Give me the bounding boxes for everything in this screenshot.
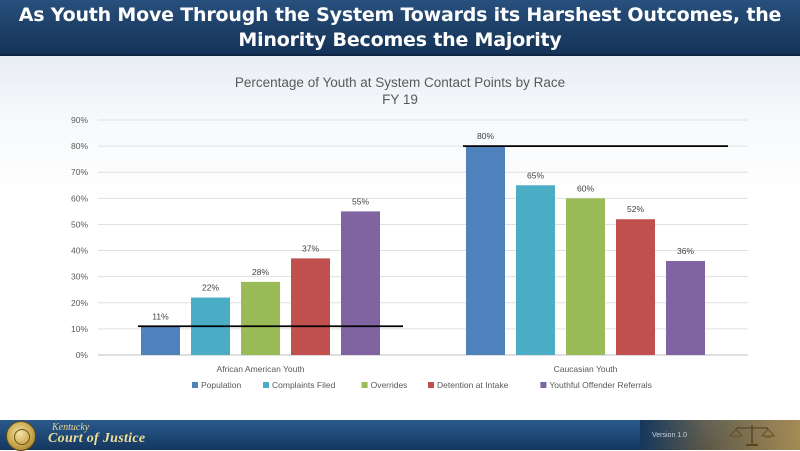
scales-of-justice-icon [729, 425, 775, 446]
bar [141, 326, 180, 355]
footer-bar: Kentucky Court of Justice Version 1.0 [0, 420, 800, 451]
data-label: 22% [202, 283, 219, 293]
chart-title: Percentage of Youth at System Contact Po… [235, 75, 565, 90]
bar [666, 261, 705, 355]
data-label: 55% [352, 196, 369, 206]
legend-swatch [540, 382, 547, 388]
y-tick-label: 50% [71, 219, 88, 229]
data-label: 11% [152, 311, 169, 321]
y-tick-label: 40% [71, 246, 88, 256]
y-tick-label: 20% [71, 298, 88, 308]
bar [341, 211, 380, 355]
brand-state: Kentucky [52, 422, 90, 433]
seal-icon [6, 421, 36, 451]
y-tick-label: 30% [71, 272, 88, 282]
bar [241, 281, 280, 355]
legend-swatch [192, 382, 198, 388]
bar [466, 146, 505, 355]
y-tick-label: 0% [76, 350, 89, 360]
version-label: Version 1.0 [652, 432, 688, 439]
brand-name: Court of Justice [48, 431, 146, 446]
chart-subtitle: FY 19 [382, 92, 418, 107]
legend-label: Overrides [371, 380, 408, 390]
bar [291, 258, 330, 355]
data-label: 52% [627, 204, 644, 214]
chart: Percentage of Youth at System Contact Po… [71, 75, 748, 390]
y-tick-label: 10% [71, 324, 88, 334]
x-category-label: African American Youth [217, 364, 305, 374]
y-tick-label: 60% [71, 193, 88, 203]
data-label: 28% [252, 267, 269, 277]
y-tick-label: 70% [71, 167, 88, 177]
y-tick-label: 90% [71, 115, 88, 125]
bar [516, 185, 555, 355]
legend-label: Population [201, 380, 241, 390]
bar [566, 198, 605, 355]
data-label: 36% [677, 246, 694, 256]
chart-area: Percentage of Youth at System Contact Po… [0, 56, 800, 420]
slide-title: As Youth Move Through the System Towards… [18, 4, 782, 51]
data-label: 65% [527, 170, 544, 180]
legend-label: Youthful Offender Referrals [549, 380, 652, 390]
data-label: 60% [577, 183, 594, 193]
slide-header: As Youth Move Through the System Towards… [0, 0, 800, 56]
data-label: 37% [302, 243, 319, 253]
y-tick-label: 80% [71, 141, 88, 151]
legend-label: Complaints Filed [272, 380, 336, 390]
legend-swatch [263, 382, 269, 388]
x-category-label: Caucasian Youth [554, 364, 618, 374]
data-label: 80% [477, 131, 494, 141]
legend-label: Detention at Intake [437, 380, 509, 390]
legend-swatch [428, 382, 434, 388]
bar [616, 219, 655, 355]
legend-swatch [361, 382, 368, 388]
